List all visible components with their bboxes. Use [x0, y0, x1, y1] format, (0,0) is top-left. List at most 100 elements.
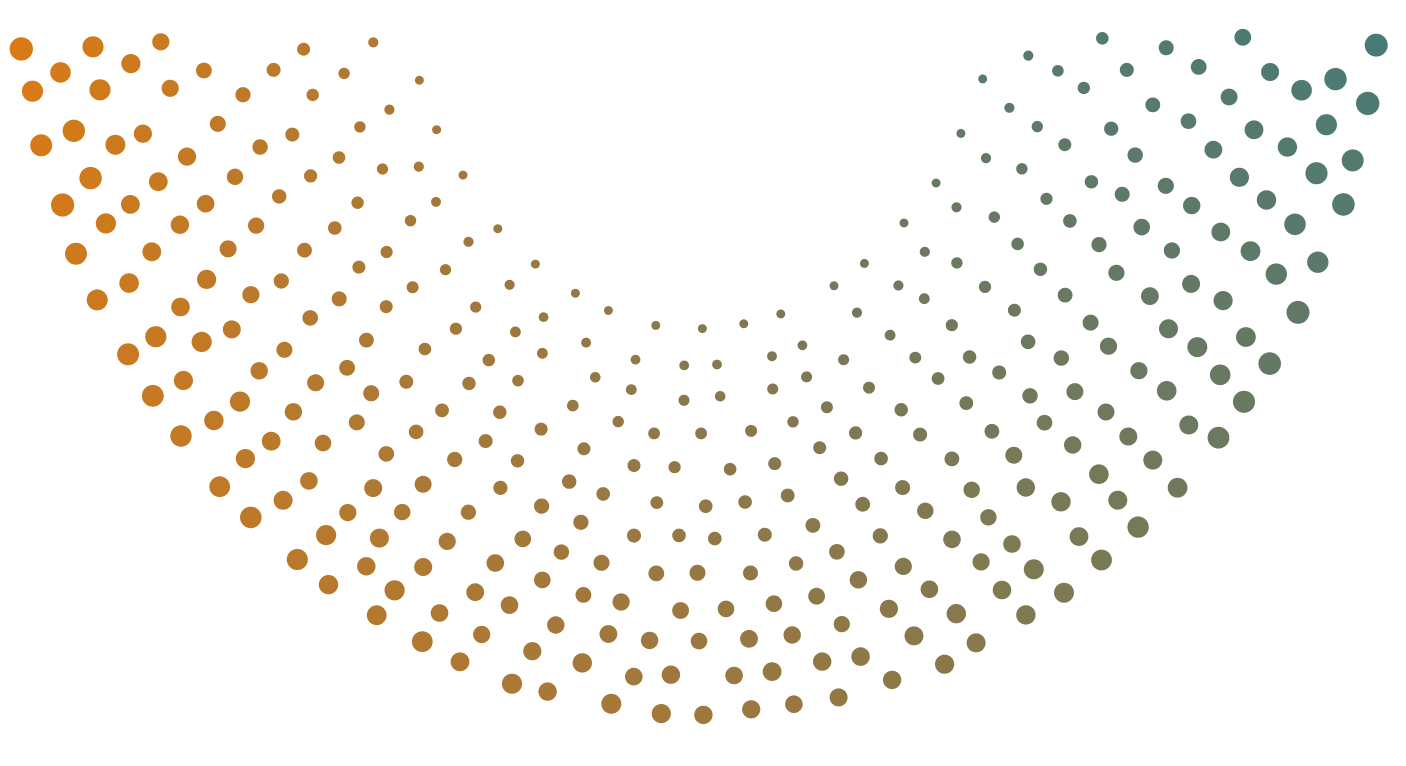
- dot: [805, 518, 821, 533]
- dot: [229, 391, 251, 412]
- dot: [384, 104, 395, 115]
- dot: [1324, 67, 1347, 91]
- dot: [599, 625, 618, 643]
- dot: [1341, 149, 1364, 172]
- dot: [573, 514, 589, 530]
- dot: [1104, 121, 1119, 136]
- dot: [1084, 175, 1099, 189]
- dot: [801, 371, 813, 383]
- dot: [1209, 364, 1231, 386]
- dot: [79, 166, 102, 190]
- dot: [951, 257, 963, 269]
- dot: [650, 496, 664, 509]
- dot: [379, 300, 393, 314]
- dot: [1108, 264, 1125, 281]
- dot: [438, 532, 456, 551]
- dot: [1020, 334, 1036, 350]
- dot: [1156, 381, 1177, 401]
- dot: [171, 297, 190, 317]
- dot: [943, 530, 961, 549]
- dot: [951, 202, 962, 213]
- dot: [1133, 218, 1150, 236]
- dot: [740, 629, 758, 648]
- dot: [501, 673, 523, 694]
- dot: [612, 593, 630, 611]
- dot: [743, 565, 758, 581]
- dot: [1158, 40, 1174, 56]
- dot: [931, 372, 945, 385]
- dot: [273, 490, 293, 510]
- dot: [742, 700, 761, 719]
- dot: [1236, 327, 1256, 347]
- dot: [478, 434, 493, 449]
- dot: [538, 312, 549, 322]
- dot: [717, 600, 735, 618]
- dot: [966, 633, 986, 653]
- dot: [30, 134, 53, 157]
- dot: [1016, 605, 1036, 625]
- dot: [1143, 450, 1163, 470]
- dot: [1187, 337, 1208, 358]
- dot: [651, 320, 661, 330]
- dot: [1119, 427, 1138, 446]
- dot: [1063, 214, 1077, 228]
- dot: [117, 343, 140, 366]
- dot: [603, 306, 613, 315]
- dot: [1356, 91, 1380, 116]
- dot: [918, 293, 930, 305]
- dot: [874, 451, 888, 466]
- dot: [1089, 464, 1109, 485]
- dot: [133, 124, 152, 143]
- dot: [590, 372, 601, 383]
- dot: [368, 37, 379, 48]
- dot: [297, 42, 311, 56]
- dot: [851, 307, 863, 318]
- dot: [787, 416, 799, 428]
- dot: [510, 326, 521, 338]
- dot: [399, 374, 414, 389]
- dot: [1011, 237, 1024, 251]
- dot: [1077, 81, 1091, 95]
- dot: [863, 381, 875, 394]
- dot: [1119, 62, 1134, 77]
- dot: [1005, 446, 1023, 464]
- dot: [366, 605, 387, 626]
- dot: [984, 423, 1000, 439]
- dot: [86, 289, 108, 311]
- dot: [668, 461, 681, 474]
- dot: [369, 528, 389, 548]
- dot: [695, 427, 707, 440]
- dot: [1332, 193, 1355, 216]
- dot: [414, 475, 432, 493]
- dot: [678, 394, 690, 406]
- dot: [895, 480, 911, 496]
- dot: [306, 88, 319, 102]
- dot: [1016, 163, 1028, 175]
- dot: [1040, 192, 1053, 205]
- dot: [820, 401, 833, 414]
- dot: [297, 242, 312, 258]
- dot: [523, 642, 542, 661]
- dot: [354, 121, 366, 133]
- dot: [913, 427, 928, 442]
- dot: [648, 565, 665, 582]
- dot: [408, 424, 424, 440]
- dot: [630, 354, 641, 365]
- dot: [1127, 147, 1143, 163]
- dot: [235, 449, 255, 469]
- dot: [768, 457, 782, 471]
- dot: [944, 451, 960, 467]
- dot: [1305, 162, 1328, 185]
- dot: [226, 168, 244, 185]
- dot-field: [9, 28, 1388, 725]
- dot: [196, 194, 215, 213]
- dot: [1016, 478, 1035, 497]
- dot: [1211, 222, 1231, 242]
- dot: [21, 80, 44, 102]
- dot: [514, 530, 532, 548]
- dot: [89, 79, 111, 101]
- dot: [577, 442, 591, 456]
- dot: [714, 391, 726, 402]
